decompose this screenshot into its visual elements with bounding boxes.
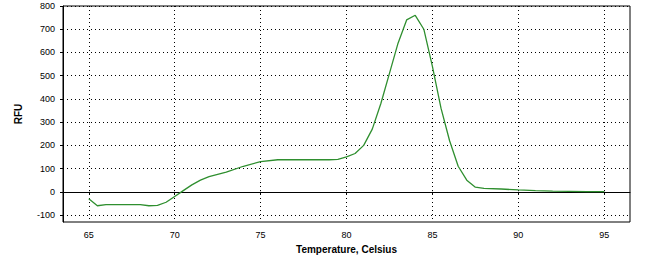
svg-text:800: 800 [40,1,55,11]
svg-text:70: 70 [170,230,180,240]
svg-text:0: 0 [50,187,55,197]
svg-text:-100: -100 [37,210,55,220]
svg-text:500: 500 [40,71,55,81]
svg-text:600: 600 [40,47,55,57]
svg-text:85: 85 [427,230,437,240]
svg-text:80: 80 [341,230,351,240]
svg-text:300: 300 [40,117,55,127]
svg-text:75: 75 [256,230,266,240]
svg-text:200: 200 [40,140,55,150]
svg-text:65: 65 [84,230,94,240]
svg-text:700: 700 [40,24,55,34]
svg-text:RFU: RFU [13,104,24,125]
svg-text:100: 100 [40,164,55,174]
svg-text:90: 90 [513,230,523,240]
svg-text:95: 95 [599,230,609,240]
svg-text:Temperature, Celsius: Temperature, Celsius [296,244,397,255]
svg-text:400: 400 [40,94,55,104]
